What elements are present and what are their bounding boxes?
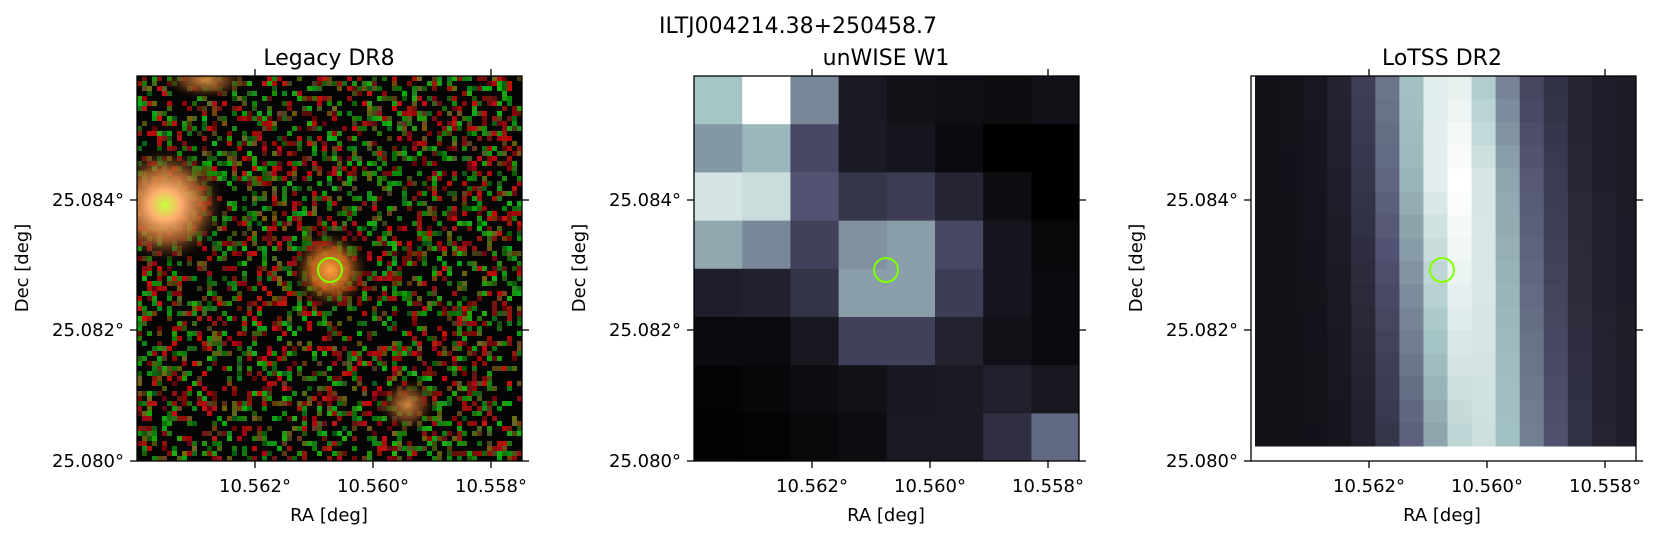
y-tick-label: 25.080°: [609, 451, 681, 472]
panel-title: unWISE W1: [823, 46, 950, 71]
axes-frame: [693, 75, 1080, 462]
galaxy-top: [160, 76, 250, 100]
figure-title: ILTJ004214.38+250458.7: [659, 14, 937, 39]
y-tick-label: 25.080°: [52, 451, 124, 472]
y-tick-label: 25.082°: [52, 320, 124, 341]
y-axis-label: Dec [deg]: [1126, 224, 1147, 313]
y-axis-label: Dec [deg]: [569, 224, 590, 313]
axes-frame: [136, 75, 523, 462]
target-marker: [873, 257, 899, 283]
x-tick-label: 10.560°: [337, 476, 409, 497]
x-tick-label: 10.562°: [219, 476, 291, 497]
y-axis-label: Dec [deg]: [12, 224, 33, 313]
panel-title: Legacy DR8: [263, 46, 394, 71]
y-tick-label: 25.084°: [52, 190, 124, 211]
galaxy-lower-right: [377, 377, 437, 433]
target-marker: [317, 257, 343, 283]
x-axis-label: RA [deg]: [290, 505, 368, 526]
tick-marks: [687, 69, 1086, 468]
x-tick-label: 10.558°: [455, 476, 527, 497]
x-tick-label: 10.560°: [1451, 476, 1523, 497]
bright-galaxy: [137, 145, 227, 265]
y-tick-label: 25.080°: [1166, 451, 1238, 472]
x-tick-label: 10.558°: [1012, 476, 1084, 497]
x-tick-label: 10.562°: [1333, 476, 1405, 497]
tick-marks: [130, 69, 529, 468]
axes-frame: [1250, 75, 1637, 462]
unwise-image: [694, 76, 1079, 461]
x-tick-label: 10.562°: [776, 476, 848, 497]
x-axis-label: RA [deg]: [847, 505, 925, 526]
x-tick-label: 10.560°: [894, 476, 966, 497]
tick-marks: [1244, 69, 1643, 468]
panel-title: LoTSS DR2: [1382, 46, 1502, 71]
y-tick-label: 25.084°: [1166, 190, 1238, 211]
x-axis-label: RA [deg]: [1403, 505, 1481, 526]
panel-unwise: unWISE W1 10.562° 10.560° 10.558° 25.084…: [569, 46, 1086, 526]
lotss-image: [1255, 76, 1636, 447]
y-tick-label: 25.084°: [609, 190, 681, 211]
legacy-image-noise: [137, 76, 522, 461]
target-marker: [1429, 257, 1455, 283]
y-tick-label: 25.082°: [609, 320, 681, 341]
y-tick-label: 25.082°: [1166, 320, 1238, 341]
panel-legacy: Legacy DR8 10.562° 10.560° 10.558° 25.08…: [12, 46, 529, 526]
target-galaxy: [288, 228, 372, 312]
panel-lotss: LoTSS DR2 10.562° 10.560° 10.558° 25.084…: [1126, 46, 1643, 526]
x-tick-label: 10.558°: [1569, 476, 1641, 497]
